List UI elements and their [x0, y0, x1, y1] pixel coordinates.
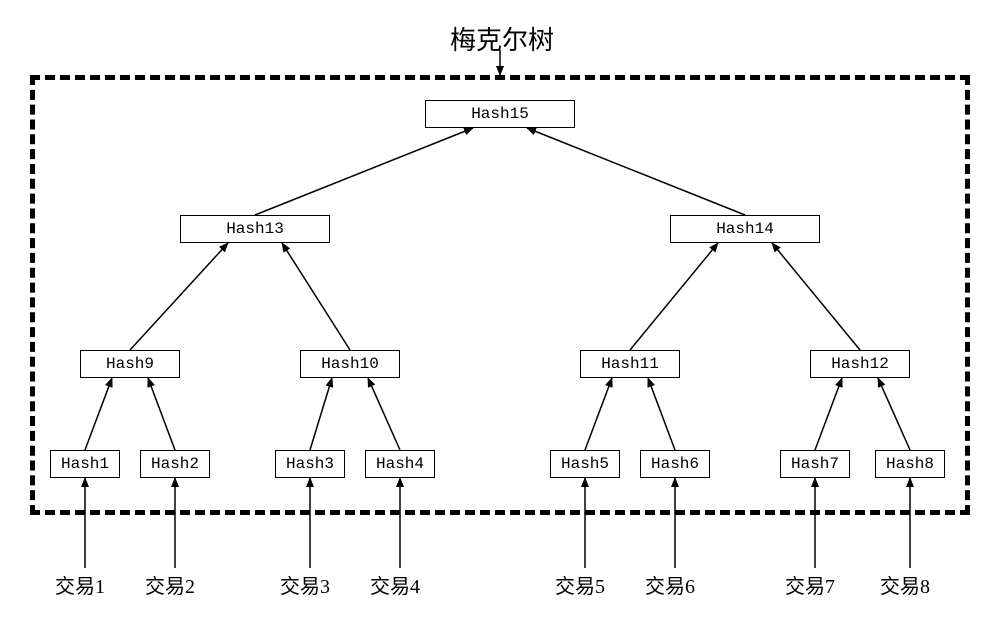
hash-node-h2: Hash2 — [140, 450, 210, 478]
transaction-label: 交易3 — [280, 570, 330, 599]
hash-node-h14: Hash14 — [670, 215, 820, 243]
hash-node-h6: Hash6 — [640, 450, 710, 478]
hash-node-h11: Hash11 — [580, 350, 680, 378]
transaction-label: 交易8 — [880, 570, 930, 599]
hash-node-h5: Hash5 — [550, 450, 620, 478]
hash-node-h7: Hash7 — [780, 450, 850, 478]
hash-node-h8: Hash8 — [875, 450, 945, 478]
transaction-label: 交易4 — [370, 570, 420, 599]
merkle-tree-diagram: 梅克尔树 Hash15 Hash13 Hash14 Hash9 Hash10 Hash11… — [20, 20, 980, 600]
hash-node-h4: Hash4 — [365, 450, 435, 478]
dashed-boundary — [30, 75, 970, 515]
hash-node-root: Hash15 — [425, 100, 575, 128]
hash-node-h9: Hash9 — [80, 350, 180, 378]
hash-node-h10: Hash10 — [300, 350, 400, 378]
transaction-label: 交易5 — [555, 570, 605, 599]
hash-node-h1: Hash1 — [50, 450, 120, 478]
diagram-title: 梅克尔树 — [450, 20, 554, 57]
transaction-label: 交易2 — [145, 570, 195, 599]
hash-node-h13: Hash13 — [180, 215, 330, 243]
hash-node-h12: Hash12 — [810, 350, 910, 378]
hash-node-h3: Hash3 — [275, 450, 345, 478]
transaction-label: 交易7 — [785, 570, 835, 599]
transaction-label: 交易6 — [645, 570, 695, 599]
transaction-label: 交易1 — [55, 570, 105, 599]
